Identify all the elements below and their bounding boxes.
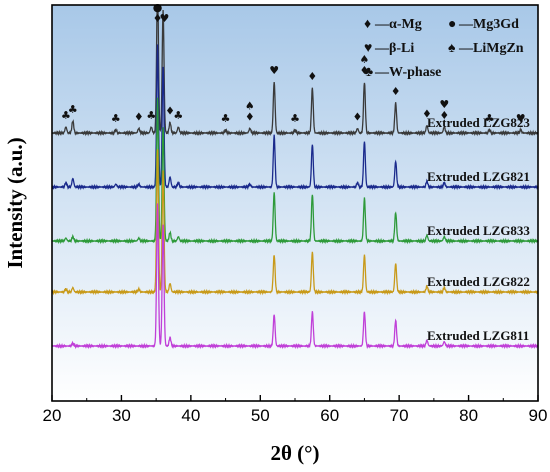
peak-marker: ♣ bbox=[221, 112, 231, 125]
peak-marker: ♣ bbox=[146, 109, 156, 122]
x-tick-label: 50 bbox=[251, 406, 270, 425]
x-tick-label: 70 bbox=[390, 406, 409, 425]
peak-marker: ♦ bbox=[359, 64, 369, 77]
legend: ♦ —α-Mg ● —Mg3Gd ♥ —β-Li ♠ —LiMgZn ♣ —W-phase bbox=[364, 17, 524, 80]
peak-marker: ♦ bbox=[153, 12, 163, 25]
x-tick-label: 80 bbox=[459, 406, 478, 425]
peak-marker: ♣ bbox=[111, 112, 121, 125]
series-line-extruded-lzg833 bbox=[51, 97, 539, 245]
peak-marker: ♣ bbox=[290, 112, 300, 125]
peak-markers: ♦●♥♦♣♣♣♣ ♦ ♣ ♣ ♦♠♥♣♦♦♦♠♦♦ ♦♥♣ ♥ bbox=[61, 1, 526, 125]
series-label: Extruded LZG821 bbox=[427, 169, 530, 184]
series-line-extruded-lzg823 bbox=[51, 6, 539, 137]
x-tick-label: 60 bbox=[320, 406, 339, 425]
x-axis-title: 2θ (°) bbox=[270, 441, 319, 465]
peak-marker: ♦ bbox=[134, 111, 144, 124]
peak-marker: ● bbox=[153, 1, 163, 14]
peak-marker: ♦ bbox=[245, 111, 255, 124]
legend-label: —W-phase bbox=[374, 65, 441, 80]
peak-marker: ♥ bbox=[439, 98, 449, 111]
legend-symbol: ● bbox=[448, 17, 456, 32]
legend-label: —α-Mg bbox=[374, 17, 422, 32]
legend-symbol: ♥ bbox=[364, 41, 372, 56]
peak-marker: ♦ bbox=[439, 109, 449, 122]
series-label: Extruded LZG823 bbox=[427, 115, 530, 130]
peak-marker: ♣ bbox=[61, 109, 71, 122]
x-tick-label: 20 bbox=[43, 406, 62, 425]
legend-symbol: ♣ bbox=[364, 65, 373, 80]
series-label: Extruded LZG833 bbox=[427, 223, 530, 238]
x-tick-label: 30 bbox=[112, 406, 131, 425]
peak-marker: ♦ bbox=[307, 70, 317, 83]
series-label: Extruded LZG811 bbox=[427, 328, 529, 343]
series-line-extruded-lzg811 bbox=[51, 203, 539, 350]
peak-marker: ♥ bbox=[160, 12, 170, 25]
legend-label: —LiMgZn bbox=[458, 41, 524, 56]
y-axis-title: Intensity (a.u.) bbox=[3, 137, 27, 268]
peak-marker: ♣ bbox=[173, 109, 183, 122]
series-line-extruded-lzg822 bbox=[51, 149, 539, 296]
peak-marker: ♦ bbox=[353, 111, 363, 124]
legend-symbol: ♦ bbox=[364, 17, 371, 32]
legend-label: —β-Li bbox=[374, 41, 414, 56]
x-tick-label: 40 bbox=[181, 406, 200, 425]
series-label: Extruded LZG822 bbox=[427, 274, 530, 289]
peak-marker: ♠ bbox=[245, 100, 255, 113]
plot-background bbox=[52, 5, 538, 401]
peak-marker: ♥ bbox=[269, 64, 279, 77]
peak-marker: ♣ bbox=[68, 103, 78, 116]
peak-marker: ♣ bbox=[484, 112, 494, 125]
series-line-extruded-lzg821 bbox=[51, 44, 539, 191]
peak-marker: ♦ bbox=[422, 108, 432, 121]
peak-marker: ♦ bbox=[165, 105, 175, 118]
peak-marker: ♠ bbox=[359, 53, 369, 66]
legend-label: —Mg3Gd bbox=[458, 17, 519, 32]
legend-symbol: ♠ bbox=[448, 41, 456, 56]
peak-marker: ♥ bbox=[516, 112, 526, 125]
series-labels: Extruded LZG823 Extruded LZG821 Extruded L… bbox=[427, 115, 530, 343]
x-axis-ticks: 20 30 40 50 60 70 80 90 bbox=[43, 395, 548, 425]
x-tick-label: 90 bbox=[529, 406, 548, 425]
series-layer bbox=[51, 6, 539, 350]
peak-marker: ♦ bbox=[391, 85, 401, 98]
